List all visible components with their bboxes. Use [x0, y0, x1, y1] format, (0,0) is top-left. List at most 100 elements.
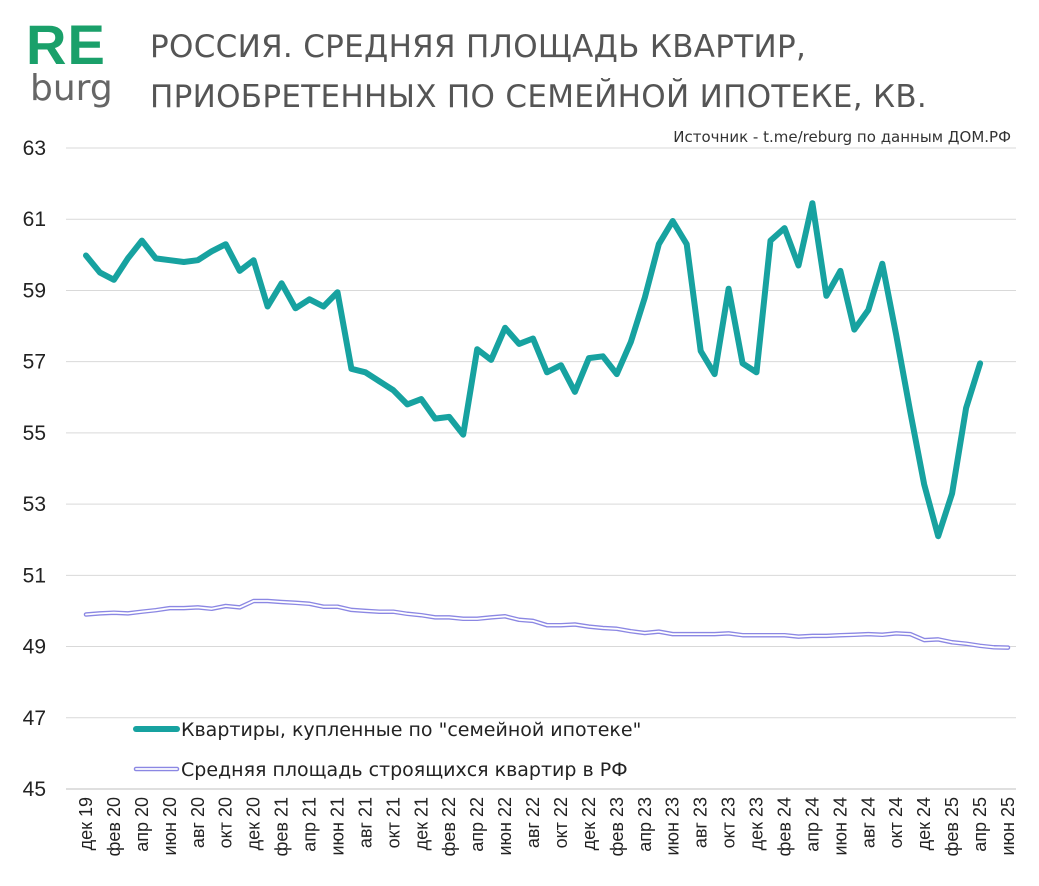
x-tick-label: июн 21 — [327, 797, 347, 856]
data-point-s0-2 — [112, 278, 116, 282]
y-tick-label-49: 49 — [23, 636, 46, 659]
logo-burg-text: burg — [30, 68, 113, 109]
data-point-s1-36 — [587, 625, 591, 629]
reburg-logo: RE burg — [26, 13, 136, 109]
data-point-s1-15 — [294, 601, 298, 605]
data-point-s0-46 — [727, 287, 731, 291]
x-tick-label: апр 23 — [635, 797, 655, 852]
data-point-s1-41 — [657, 630, 661, 634]
data-point-s0-32 — [531, 337, 535, 341]
data-point-s1-28 — [475, 617, 479, 621]
data-point-s1-38 — [615, 627, 619, 631]
x-tick-label: дек 23 — [747, 797, 767, 850]
x-tick-label: авг 20 — [188, 797, 208, 848]
y-tick-label-55: 55 — [23, 422, 46, 445]
data-point-s1-3 — [126, 611, 130, 615]
data-point-s1-1 — [98, 611, 102, 615]
x-tick-label: окт 21 — [383, 797, 403, 848]
data-point-s1-2 — [112, 611, 116, 615]
data-point-s1-0 — [84, 613, 88, 617]
x-tick-label: июн 23 — [663, 797, 683, 856]
x-tick-label: апр 24 — [802, 797, 822, 852]
data-point-s0-21 — [377, 379, 381, 383]
x-tick-label: окт 22 — [551, 797, 571, 848]
data-point-s0-10 — [224, 242, 228, 246]
data-point-s0-47 — [741, 361, 745, 365]
x-tick-label: дек 22 — [579, 797, 599, 850]
data-point-s0-1 — [98, 271, 102, 275]
data-point-s1-54 — [838, 633, 842, 637]
data-point-s0-11 — [238, 269, 242, 273]
data-point-s1-33 — [545, 623, 549, 627]
data-point-s1-23 — [405, 612, 409, 616]
data-point-s1-14 — [280, 600, 284, 604]
source-note: Источник - t.me/reburg по данным ДОМ.РФ — [673, 128, 1011, 146]
x-tick-label: авг 22 — [523, 797, 543, 848]
data-point-s0-13 — [266, 304, 270, 308]
data-point-s1-57 — [880, 633, 884, 637]
data-point-s1-25 — [433, 615, 437, 619]
grid-lines — [66, 147, 1016, 719]
x-tick-label: дек 19 — [76, 797, 96, 850]
data-point-s0-56 — [866, 308, 870, 312]
data-point-s0-7 — [182, 260, 186, 264]
data-point-s1-7 — [182, 606, 186, 610]
y-tick-label-57: 57 — [23, 351, 46, 374]
x-tick-label: апр 22 — [467, 797, 487, 852]
data-point-s1-48 — [755, 633, 759, 637]
y-tick-label-47: 47 — [23, 707, 46, 730]
data-point-s0-52 — [810, 201, 814, 205]
data-point-s1-51 — [796, 635, 800, 639]
data-point-s0-62 — [950, 491, 954, 495]
data-point-s1-61 — [936, 637, 940, 641]
data-point-s0-0 — [84, 254, 88, 258]
y-tick-label-59: 59 — [23, 279, 46, 302]
data-point-s0-3 — [126, 256, 130, 260]
y-tick-label-53: 53 — [23, 493, 46, 516]
data-point-s0-8 — [196, 258, 200, 262]
data-point-s1-53 — [824, 634, 828, 638]
data-point-s1-65 — [992, 645, 996, 649]
data-point-s1-30 — [503, 614, 507, 618]
data-point-s0-22 — [391, 388, 395, 392]
data-point-s0-42 — [671, 219, 675, 223]
legend-label-family-mortgage: Квартиры, купленные по "семейной ипотеке… — [181, 719, 641, 741]
data-point-s0-45 — [713, 372, 717, 376]
data-point-s1-49 — [769, 633, 773, 637]
data-point-s0-15 — [294, 306, 298, 310]
series — [83, 200, 1011, 650]
data-point-s0-57 — [880, 262, 884, 266]
x-tick-label: авг 21 — [355, 797, 375, 848]
data-point-s1-60 — [922, 638, 926, 642]
data-point-s0-33 — [545, 370, 549, 374]
x-tick-label: фев 25 — [942, 797, 962, 856]
data-point-s1-32 — [531, 619, 535, 623]
data-point-s0-19 — [349, 367, 353, 371]
y-axis: 63 61 59 57 55 53 51 49 47 45 — [23, 137, 46, 801]
data-point-s0-40 — [643, 296, 647, 300]
data-point-s0-30 — [503, 326, 507, 330]
data-point-s1-13 — [266, 599, 270, 603]
data-point-s0-23 — [405, 402, 409, 406]
x-tick-label: авг 24 — [858, 797, 878, 848]
data-point-s1-6 — [168, 606, 172, 610]
data-point-s1-42 — [671, 632, 675, 636]
data-point-s1-18 — [335, 605, 339, 609]
data-point-s0-60 — [922, 483, 926, 487]
data-point-s1-31 — [517, 618, 521, 622]
data-point-s1-29 — [489, 615, 493, 619]
data-point-s1-12 — [252, 599, 256, 603]
data-point-s1-20 — [363, 609, 367, 613]
data-point-s0-16 — [308, 297, 312, 301]
data-point-s1-50 — [782, 633, 786, 637]
data-point-s0-63 — [964, 406, 968, 410]
x-tick-label: фев 24 — [774, 797, 794, 856]
data-point-s1-22 — [391, 610, 395, 614]
data-point-s0-12 — [252, 258, 256, 262]
data-point-s1-26 — [447, 615, 451, 619]
data-point-s0-61 — [936, 534, 940, 538]
data-point-s1-11 — [238, 605, 242, 609]
legend-label-avg-construction: Средняя площадь строящихся квартир в РФ — [181, 759, 628, 781]
data-point-s1-46 — [727, 631, 731, 635]
logo-re-text: RE — [26, 13, 106, 76]
